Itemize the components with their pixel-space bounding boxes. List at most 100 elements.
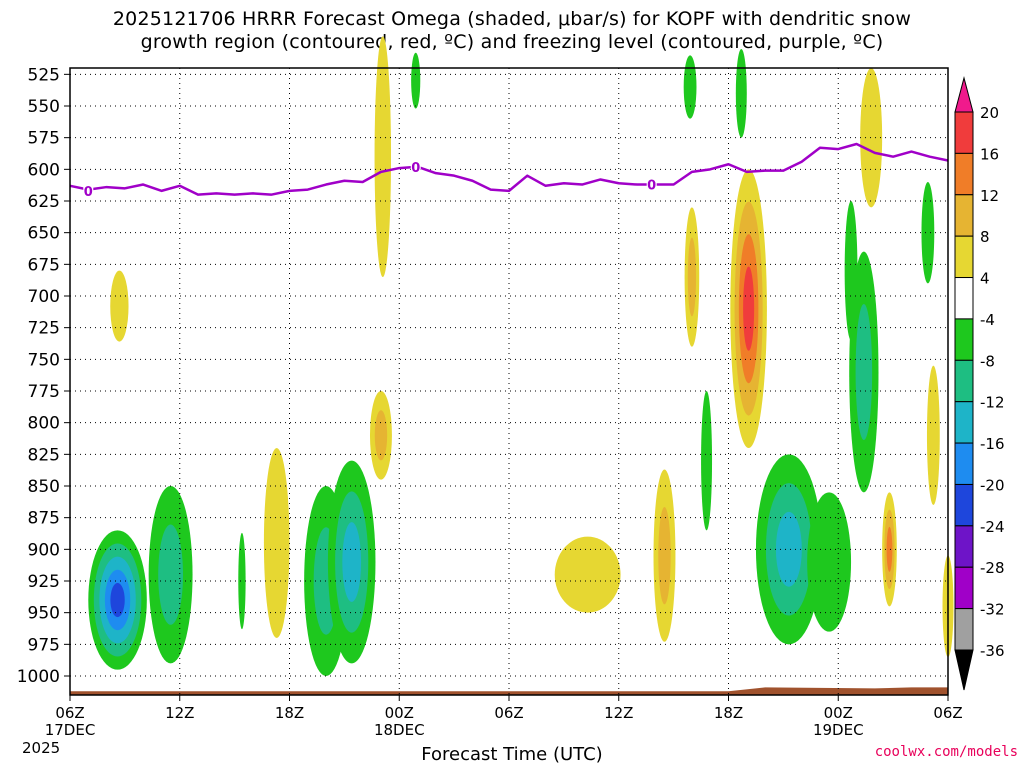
omega-cell-9-level-0 <box>411 52 421 109</box>
chart-title: 2025121706 HRRR Forecast Omega (shaded, … <box>0 8 1024 54</box>
x-axis-title: Forecast Time (UTC) <box>421 744 603 765</box>
y-tick-label-850: 850 <box>28 477 60 497</box>
colorbar-label-6: -8 <box>980 352 995 370</box>
y-tick-label-650: 650 <box>28 224 60 244</box>
freezing-label-0: 0 <box>84 185 93 200</box>
omega-cell-1-level-1 <box>158 524 184 625</box>
x-tick-label-1: 12Z <box>165 704 194 722</box>
omega-cell-13-level-0 <box>683 55 697 119</box>
colorbar-swatch-7 <box>954 359 974 403</box>
colorbar-swatch-1 <box>954 111 974 154</box>
colorbar: 20 16 12 8 4 -4 -8 -12 -16 -20 -24 -28 -32 -36 <box>954 76 1005 691</box>
y-tick-label-550: 550 <box>28 97 60 117</box>
x-date-label-3: 18DEC <box>374 721 425 739</box>
omega-cell-14-level-0 <box>701 391 713 531</box>
x-tick-label-2: 18Z <box>275 704 304 722</box>
y-tick-label-575: 575 <box>28 129 60 149</box>
axes-layer: 525 550 575 600 625 650 675 700 725 750 775 800 825 8… <box>17 65 963 757</box>
colorbar-top-arrow <box>954 76 974 113</box>
colorbar-label-8: -16 <box>980 435 1005 453</box>
omega-cell-16-level-0 <box>735 49 747 138</box>
colorbar-swatch-3 <box>954 194 974 237</box>
credit-link[interactable]: coolwx.com/models <box>874 744 1018 760</box>
freezing-level-line <box>69 142 949 196</box>
omega-cell-15-level-3 <box>743 266 755 351</box>
colorbar-swatch-2 <box>954 152 974 196</box>
x-tick-label-7: 00Z <box>824 704 853 722</box>
colorbar-label-11: -28 <box>980 559 1005 577</box>
x-tick-label-8: 06Z <box>933 704 962 722</box>
chart-title-line2: growth region (contoured, red, ºC) and f… <box>140 31 884 53</box>
colorbar-swatch-11 <box>954 525 974 568</box>
y-tick-label-1000: 1000 <box>17 667 60 687</box>
y-tick-label-700: 700 <box>28 287 60 307</box>
x-tick-label-0: 06Z <box>55 704 84 722</box>
y-tick-label-825: 825 <box>28 445 60 465</box>
freezing-level-layer: 0 0 0 <box>69 142 949 200</box>
omega-cell-6-level-2 <box>342 522 362 602</box>
colorbar-label-4: 4 <box>980 270 990 288</box>
y-tick-label-600: 600 <box>28 160 60 180</box>
y-tick-label-800: 800 <box>28 414 60 434</box>
y-tick-label-975: 975 <box>28 635 60 655</box>
freezing-label-bg-0 <box>83 182 94 197</box>
colorbar-swatch-10 <box>954 483 974 527</box>
omega-shading-layer <box>88 36 954 676</box>
x-date-label-0: 17DEC <box>45 721 96 739</box>
omega-cell-17-level-2 <box>775 511 802 587</box>
colorbar-label-12: -32 <box>980 601 1005 619</box>
colorbar-label-5: -4 <box>980 311 995 329</box>
omega-cell-23-level-0 <box>921 182 935 284</box>
x-date-label-7: 19DEC <box>813 721 864 739</box>
omega-cell-2-level-0 <box>110 270 129 342</box>
y-tick-label-900: 900 <box>28 540 60 560</box>
omega-cell-21-level-0 <box>860 68 883 208</box>
y-tick-label-625: 625 <box>28 192 60 212</box>
colorbar-swatch-12 <box>954 566 974 610</box>
y-tick-label-675: 675 <box>28 255 60 275</box>
omega-cell-20-level-0 <box>844 201 858 341</box>
y-tick-label-925: 925 <box>28 572 60 592</box>
colorbar-label-9: -20 <box>980 476 1005 494</box>
omega-cell-19-level-1 <box>855 303 873 441</box>
omega-cell-22-level-2 <box>886 526 893 572</box>
omega-cell-0-level-4 <box>110 582 125 618</box>
x-tick-label-5: 12Z <box>604 704 633 722</box>
freezing-label-bg-1 <box>410 158 421 173</box>
colorbar-label-1: 16 <box>980 145 999 163</box>
colorbar-swatch-13 <box>954 608 974 651</box>
colorbar-swatch-6 <box>954 318 974 361</box>
colorbar-swatch-8 <box>954 401 974 444</box>
x-tick-label-3: 00Z <box>385 704 414 722</box>
x-tick-label-6: 18Z <box>714 704 743 722</box>
omega-cell-4-level-0 <box>263 448 290 638</box>
year-label: 2025 <box>22 739 60 757</box>
colorbar-label-10: -24 <box>980 518 1005 536</box>
colorbar-swatch-5 <box>954 277 974 320</box>
omega-cell-10-level-0 <box>554 536 621 613</box>
y-tick-label-750: 750 <box>28 350 60 370</box>
colorbar-label-13: -36 <box>980 642 1005 660</box>
colorbar-swatch-9 <box>954 442 974 485</box>
colorbar-label-2: 12 <box>980 187 999 205</box>
colorbar-label-3: 8 <box>980 228 990 246</box>
colorbar-label-0: 20 <box>980 104 999 122</box>
omega-cell-3-level-0 <box>238 532 246 630</box>
chart-title-line1: 2025121706 HRRR Forecast Omega (shaded, … <box>112 8 912 30</box>
freezing-label-1: 0 <box>411 161 420 176</box>
y-tick-label-525: 525 <box>28 65 60 85</box>
omega-cell-7-level-1 <box>374 410 388 461</box>
omega-cell-24-level-0 <box>926 365 940 505</box>
colorbar-label-7: -12 <box>980 394 1005 412</box>
x-tick-label-4: 06Z <box>494 704 523 722</box>
colorbar-bottom-arrow <box>954 649 974 691</box>
y-tick-label-725: 725 <box>28 319 60 339</box>
omega-cell-11-level-1 <box>658 506 671 605</box>
freezing-label-bg-2 <box>646 176 657 191</box>
omega-cell-8-level-0 <box>374 36 392 277</box>
y-tick-label-875: 875 <box>28 509 60 529</box>
y-tick-label-950: 950 <box>28 604 60 624</box>
omega-cell-12-level-1 <box>687 237 697 317</box>
colorbar-swatch-4 <box>954 235 974 279</box>
